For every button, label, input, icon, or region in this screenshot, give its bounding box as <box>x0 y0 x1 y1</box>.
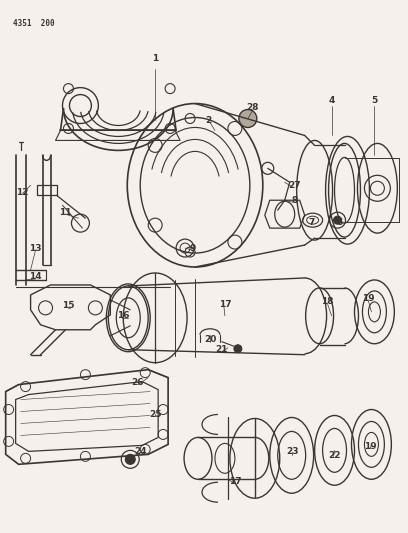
Text: 19: 19 <box>364 442 377 451</box>
Text: 14: 14 <box>29 272 42 281</box>
Text: 17: 17 <box>219 301 231 309</box>
Circle shape <box>234 345 242 353</box>
Text: 11: 11 <box>59 208 72 217</box>
Text: 18: 18 <box>322 297 334 306</box>
Text: 1: 1 <box>152 54 158 63</box>
Text: 4351  200: 4351 200 <box>13 19 54 28</box>
Circle shape <box>239 110 257 127</box>
Text: 2: 2 <box>205 116 211 125</box>
Text: 12: 12 <box>16 188 29 197</box>
Text: 6: 6 <box>337 217 343 227</box>
Text: 8: 8 <box>292 196 298 205</box>
Text: 28: 28 <box>246 103 259 112</box>
Text: 9: 9 <box>190 244 196 253</box>
Text: 13: 13 <box>29 244 42 253</box>
Text: 20: 20 <box>204 335 216 344</box>
Text: 26: 26 <box>131 378 144 387</box>
Text: 7: 7 <box>308 217 315 227</box>
Text: 27: 27 <box>288 181 301 190</box>
Text: 22: 22 <box>328 451 341 460</box>
Text: 5: 5 <box>371 96 377 105</box>
Text: 21: 21 <box>216 345 228 354</box>
Text: 15: 15 <box>62 301 75 310</box>
Text: 4: 4 <box>328 96 335 105</box>
Text: 24: 24 <box>134 447 146 456</box>
Circle shape <box>334 216 341 224</box>
Circle shape <box>125 454 135 464</box>
Text: 23: 23 <box>286 447 299 456</box>
Text: 17: 17 <box>228 477 241 486</box>
Text: 19: 19 <box>362 294 375 303</box>
Text: 25: 25 <box>149 410 162 419</box>
Text: 16: 16 <box>117 311 129 320</box>
